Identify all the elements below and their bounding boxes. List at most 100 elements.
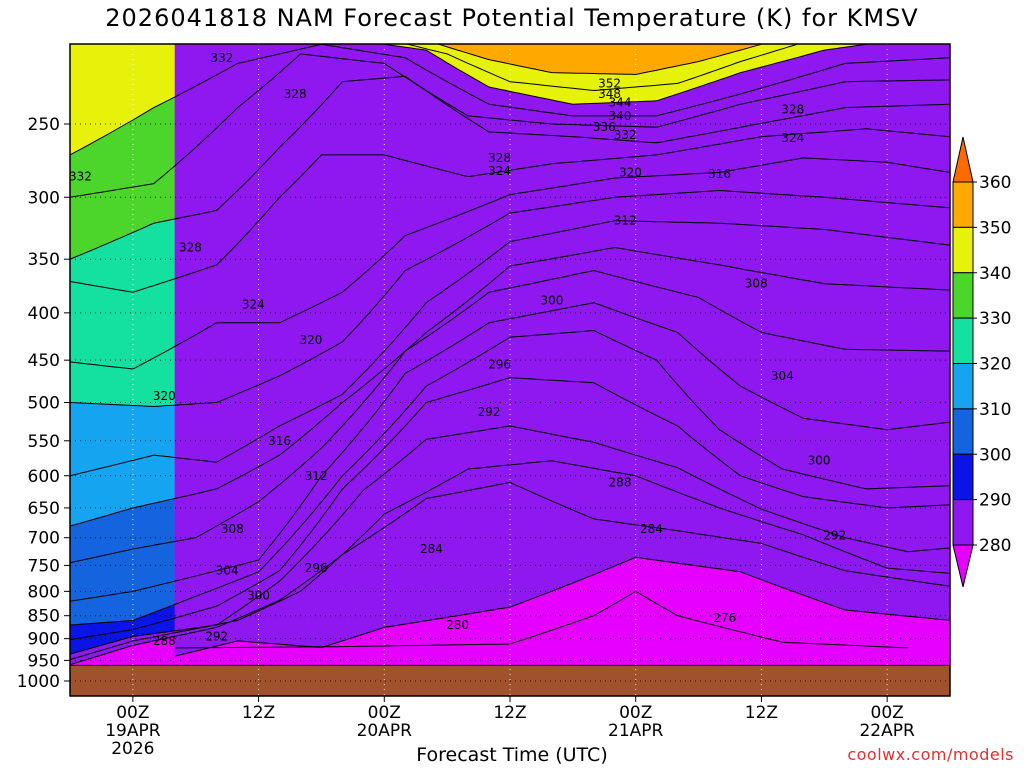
contour-340 [70,44,950,156]
colorbar-label-340: 340 [979,264,1011,284]
contour-label-288: 288 [153,634,176,648]
contour-label-276: 276 [713,611,736,625]
x-tick-label-0-2: 2026 [111,739,154,759]
contour-label-308: 308 [745,277,768,291]
y-tick-label-550: 550 [28,432,60,452]
x-tick-label-12-0: 12Z [242,703,275,723]
contour-label-300: 300 [808,454,831,468]
contour-label-304: 304 [216,564,239,578]
contour-label-328: 328 [488,151,511,165]
contour-label-336: 336 [593,120,616,134]
contour-label-320: 320 [619,165,642,179]
contour-352 [436,44,762,76]
band-fill-352 [426,44,762,75]
colorbar-label-360: 360 [979,173,1011,193]
contour-label-324: 324 [242,298,265,312]
colorbar: 280 290 300 310 320 330 340 350 360 [952,136,1011,588]
contour-label-292: 292 [823,528,846,542]
colorbar-block-340 [952,272,974,319]
contour-label-296: 296 [488,358,511,372]
contour-label-324: 324 [781,131,804,145]
colorbar-label-280: 280 [979,536,1011,556]
x-tick-label-36-0: 12Z [493,703,526,723]
y-tick-label-450: 450 [28,351,60,371]
contour-label-324: 324 [488,164,511,178]
contour-label-304: 304 [771,369,794,383]
contour-label-288: 288 [609,475,632,489]
contour-label-328: 328 [284,87,307,101]
colorbar-block-360 [952,181,974,228]
contour-344 [378,44,872,105]
y-tick-label-700: 700 [28,529,60,549]
y-tick-label-350: 350 [28,250,60,270]
x-tick-label-60-0: 12Z [745,703,778,723]
colorbar-label-320: 320 [979,355,1011,375]
contour-316 [70,220,950,477]
contour-336 [70,53,950,198]
contour-label-316: 316 [268,434,291,448]
colorbar-arrow-top [952,136,974,183]
contour-label-312: 312 [305,469,328,483]
colorbar-block-290 [952,499,974,546]
potential-temperature-fill [70,44,950,696]
contour-label-348: 348 [598,87,621,101]
contour-label-296: 296 [305,561,328,575]
x-tick-label-48-1: 21APR [608,721,664,741]
contour-332 [70,75,950,260]
contour-label-308: 308 [221,522,244,536]
contour-296 [70,377,950,641]
contour-label-312: 312 [614,214,637,228]
colorbar-label-300: 300 [979,445,1011,465]
contour-label-292: 292 [478,405,501,419]
y-tick-label-400: 400 [28,304,60,324]
contour-308 [70,269,950,564]
x-tick-label-0-0: 00Z [116,703,149,723]
colorbar-block-320 [952,363,974,410]
contour-label-280: 280 [446,618,469,632]
contour-328 [70,128,950,293]
band-fill-280 [174,44,950,657]
contour-320 [70,189,950,408]
isentrope-contours [70,44,950,666]
contour-label-284: 284 [420,542,443,556]
contour-284 [70,481,950,666]
credit-link[interactable]: coolwx.com/models [847,745,1014,764]
contour-300 [70,329,950,626]
colorbar-label-290: 290 [979,491,1011,511]
y-tick-label-800: 800 [28,582,60,602]
y-tick-label-500: 500 [28,394,60,414]
contour-276 [174,590,909,649]
colorbar-block-310 [952,408,974,455]
x-tick-label-72-0: 00Z [871,703,904,723]
contour-label-300: 300 [247,588,270,602]
contour-label-340: 340 [609,109,632,123]
contour-label-332: 332 [69,170,92,184]
contour-label-344: 344 [609,96,632,110]
colorbar-label-350: 350 [979,218,1011,238]
contour-label-352: 352 [598,76,621,90]
y-tick-label-600: 600 [28,467,60,487]
contour-label-332: 332 [614,128,637,142]
x-tick-label-24-0: 00Z [368,703,401,723]
colorbar-block-300 [952,453,974,501]
colorbar-label-310: 310 [979,400,1011,420]
contour-348 [404,44,800,92]
y-tick-label-1000: 1000 [17,672,60,692]
y-tick-label-250: 250 [28,115,60,135]
y-tick-label-300: 300 [28,188,60,208]
chart-title: 2026041818 NAM Forecast Potential Temper… [105,4,919,32]
grid-lines [70,44,950,696]
y-tick-label-950: 950 [28,651,60,671]
contour-label-320: 320 [153,389,176,403]
contour-324 [70,157,950,370]
x-tick-label-0-1: 19APR [105,721,161,741]
y-tick-label-900: 900 [28,630,60,650]
contour-312 [70,246,950,527]
x-tick-label-48-0: 00Z [619,703,652,723]
contour-labels: 3323323283283243203203163123083043002962… [69,51,846,648]
contour-label-320: 320 [299,333,322,347]
colorbar-label-330: 330 [979,309,1011,329]
contour-label-284: 284 [640,522,663,536]
contour-label-316: 316 [708,167,731,181]
